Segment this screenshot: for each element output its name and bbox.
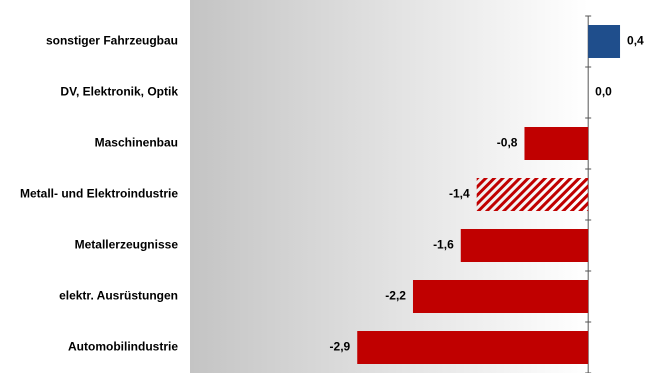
category-label: elektr. Ausrüstungen — [59, 289, 178, 303]
category-label: Automobilindustrie — [68, 340, 178, 354]
value-label: 0,4 — [627, 34, 644, 48]
category-label: Metallerzeugnisse — [75, 238, 179, 252]
bar — [460, 229, 589, 262]
category-label: DV, Elektronik, Optik — [60, 85, 178, 99]
bar — [412, 280, 589, 313]
value-label: -1,4 — [449, 187, 470, 201]
bar — [588, 25, 621, 58]
category-label: Maschinenbau — [95, 136, 178, 150]
value-label: -2,2 — [385, 289, 406, 303]
category-label: sonstiger Fahrzeugbau — [46, 34, 178, 48]
bar — [524, 127, 589, 160]
value-label: 0,0 — [595, 85, 612, 99]
value-label: -1,6 — [433, 238, 454, 252]
value-label: -0,8 — [497, 136, 518, 150]
category-label: Metall- und Elektroindustrie — [20, 187, 178, 201]
bar — [476, 178, 589, 211]
value-label: -2,9 — [330, 340, 351, 354]
bar — [357, 331, 589, 364]
